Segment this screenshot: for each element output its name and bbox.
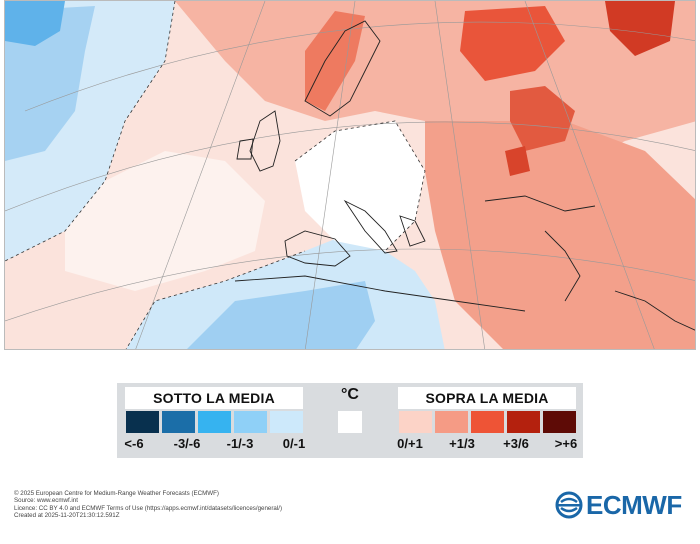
graticule (5, 1, 695, 349)
legend-swatch-below-3 (234, 411, 267, 433)
legend-label-above-4: >+6 (554, 436, 578, 451)
cold-anomaly-africa-core (187, 281, 375, 349)
legend-label-above-1: +1/3 (449, 436, 475, 451)
legend-swatch-below-2 (198, 411, 231, 433)
cold-anomaly-greenland (5, 1, 65, 46)
above-average-title: SOPRA LA MEDIA (398, 387, 576, 409)
coastlines (234, 20, 695, 331)
credit-line: Created at 2025-11-20T21:30:12.591Z (14, 511, 120, 519)
credit-line: © 2025 European Centre for Medium-Range … (14, 490, 219, 497)
legend-label-below-1: -3/-6 (173, 436, 201, 451)
legend-swatch-above-0 (399, 411, 432, 433)
neutral-zone-atlantic (65, 151, 265, 291)
legend-swatch-below-0 (126, 411, 159, 433)
legend-swatch-below-4 (270, 411, 303, 433)
legend-label-below-2: -1/-3 (226, 436, 254, 451)
warm-anomaly-ukraine (510, 86, 575, 151)
below-average-title: SOTTO LA MEDIA (125, 387, 303, 409)
credit-line: Licence: CC BY 4.0 and ECMWF Terms of Us… (14, 504, 283, 512)
warm-anomaly-east (425, 121, 695, 349)
color-legend: SOTTO LA MEDIA SOPRA LA MEDIA <-6 -3/-6 … (117, 383, 583, 458)
legend-swatch-neutral (338, 411, 362, 433)
legend-swatch-above-1 (435, 411, 468, 433)
warm-anomaly-russia-core (460, 6, 565, 81)
legend-swatch-below-1 (162, 411, 195, 433)
map-canvas (5, 1, 695, 349)
legend-label-below-0: <-6 (124, 436, 144, 451)
legend-swatch-above-2 (471, 411, 504, 433)
temperature-anomaly-map (4, 0, 696, 350)
legend-label-above-3: +3/6 (503, 436, 529, 451)
legend-swatch-above-3 (507, 411, 540, 433)
warm-anomaly-caucasus (505, 146, 530, 176)
anomaly-contours (5, 1, 426, 349)
legend-label-below-4: 0/-1 (282, 436, 306, 451)
unit-label: °C (341, 386, 359, 403)
ecmwf-logo: ECMWF (555, 490, 682, 520)
legend-swatch-above-4 (543, 411, 576, 433)
ecmwf-logo-mark-icon (555, 491, 583, 519)
legend-label-above-0: 0/+1 (397, 436, 423, 451)
ecmwf-logo-text: ECMWF (586, 489, 682, 520)
credits-block: © 2025 European Centre for Medium-Range … (14, 490, 282, 519)
warm-anomaly-northeast (605, 1, 675, 56)
neutral-zone-central (295, 121, 425, 251)
credit-line: Source: www.ecmwf.int (14, 497, 78, 505)
